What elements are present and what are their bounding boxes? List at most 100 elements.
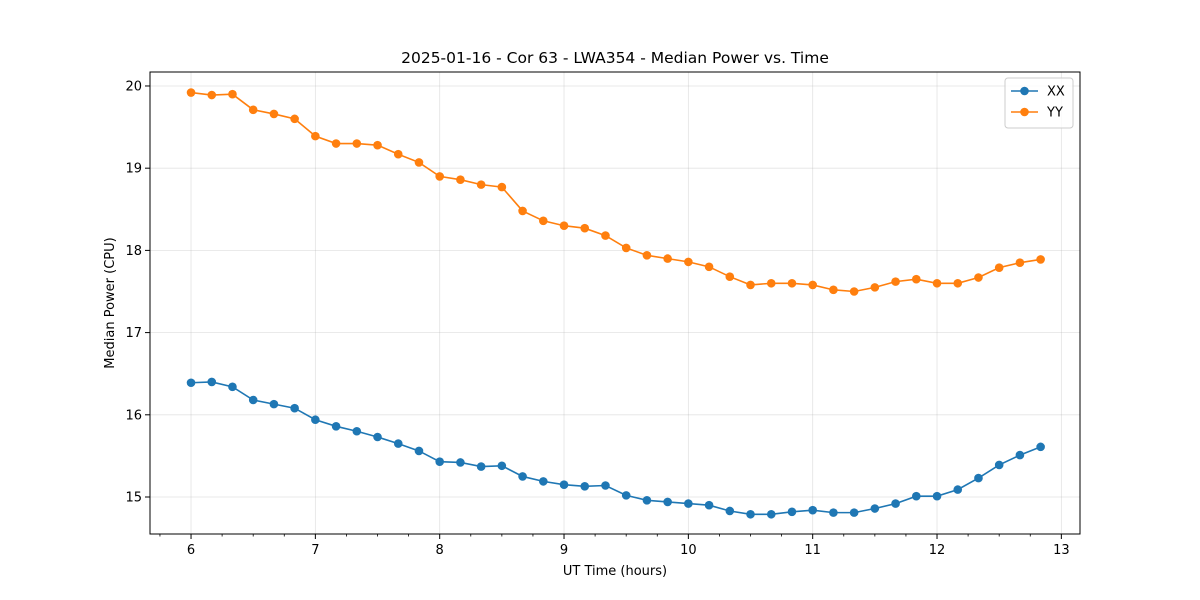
grid-lines — [150, 72, 1080, 534]
data-point-yy — [891, 277, 900, 286]
data-point-xx — [331, 422, 341, 431]
data-point-yy — [373, 140, 382, 150]
x-tick-label: 13 — [1053, 543, 1070, 558]
data-series — [186, 88, 1045, 519]
y-axis-title: Median Power (CPU) — [103, 237, 118, 368]
data-point-xx — [311, 415, 320, 425]
data-point-yy — [870, 283, 880, 292]
data-point-yy — [684, 257, 693, 267]
data-point-yy — [994, 263, 1004, 272]
data-point-yy — [393, 149, 403, 159]
data-point-xx — [435, 457, 444, 466]
y-tick-label: 17 — [125, 326, 142, 341]
data-point-xx — [580, 482, 590, 491]
data-point-yy — [248, 105, 258, 115]
data-point-yy — [849, 287, 859, 296]
legend-marker-xx — [1020, 86, 1029, 96]
data-point-yy — [352, 139, 362, 148]
data-point-xx — [393, 439, 403, 448]
x-tick-label: 8 — [436, 543, 444, 558]
y-tick-label: 20 — [125, 79, 142, 94]
data-point-xx — [808, 505, 817, 515]
data-point-xx — [704, 500, 714, 510]
data-point-xx — [994, 460, 1004, 470]
data-point-xx — [497, 461, 507, 471]
x-tick-label: 10 — [680, 543, 697, 558]
x-tick-label: 9 — [560, 543, 568, 558]
data-point-yy — [974, 273, 983, 282]
data-point-yy — [725, 272, 735, 281]
data-point-xx — [891, 499, 900, 508]
data-point-yy — [1015, 258, 1025, 268]
legend-label-yy: YY — [1046, 106, 1063, 121]
data-point-xx — [559, 480, 569, 489]
data-point-xx — [476, 462, 486, 471]
data-point-yy — [808, 280, 817, 290]
x-tick-label: 12 — [929, 543, 946, 558]
data-point-xx — [974, 473, 983, 483]
data-point-xx — [870, 504, 880, 513]
axes: 6 7 8 9 10 11 12 13 15 16 17 18 19 20 — [125, 79, 1069, 558]
data-point-yy — [290, 114, 299, 124]
series-yy — [186, 88, 1045, 296]
data-point-yy — [642, 251, 652, 260]
data-point-xx — [207, 377, 217, 387]
data-point-yy — [476, 180, 486, 189]
data-point-xx — [248, 395, 258, 405]
data-point-yy — [746, 280, 755, 290]
data-point-xx — [1036, 442, 1045, 452]
data-point-xx — [684, 499, 693, 508]
data-point-yy — [331, 139, 341, 148]
data-point-yy — [787, 278, 797, 288]
y-tick-label: 16 — [125, 408, 142, 423]
data-point-xx — [787, 507, 797, 517]
data-point-xx — [725, 506, 735, 516]
series-xx — [186, 377, 1045, 519]
data-point-xx — [269, 399, 279, 409]
data-point-yy — [911, 274, 921, 284]
data-point-xx — [538, 477, 548, 486]
legend: XX YY — [1004, 77, 1074, 129]
data-point-yy — [435, 172, 444, 181]
data-point-xx — [373, 432, 382, 442]
data-point-xx — [414, 446, 424, 456]
data-point-yy — [456, 175, 465, 184]
data-point-yy — [621, 243, 631, 253]
data-point-xx — [953, 485, 963, 494]
data-point-yy — [663, 254, 672, 263]
data-point-xx — [621, 491, 631, 500]
y-tick-label: 18 — [125, 244, 142, 259]
data-point-yy — [1036, 255, 1045, 264]
data-point-yy — [269, 109, 279, 119]
data-point-xx — [829, 508, 838, 517]
data-point-yy — [601, 231, 610, 240]
data-point-yy — [518, 206, 527, 216]
data-point-yy — [704, 262, 714, 272]
legend-marker-yy — [1020, 107, 1029, 117]
data-point-yy — [538, 216, 548, 226]
data-point-yy — [766, 278, 776, 288]
data-point-xx — [746, 509, 755, 519]
data-point-yy — [932, 278, 942, 288]
data-point-xx — [601, 481, 610, 490]
data-point-yy — [207, 90, 217, 100]
data-point-yy — [829, 285, 838, 295]
data-point-yy — [559, 221, 569, 231]
data-point-xx — [932, 491, 942, 501]
data-point-xx — [663, 497, 672, 507]
legend-label-xx: XX — [1047, 85, 1065, 100]
plot-frame — [149, 71, 1081, 535]
x-axis-title: UT Time (hours) — [563, 564, 667, 579]
x-tick-label: 7 — [311, 543, 319, 558]
y-tick-label: 19 — [125, 162, 142, 177]
data-point-yy — [186, 88, 196, 97]
data-point-yy — [311, 131, 320, 141]
data-point-yy — [953, 278, 963, 288]
data-point-yy — [580, 223, 590, 233]
data-point-xx — [290, 403, 299, 413]
data-point-xx — [228, 382, 237, 392]
data-point-xx — [352, 426, 362, 436]
data-point-xx — [456, 458, 465, 467]
